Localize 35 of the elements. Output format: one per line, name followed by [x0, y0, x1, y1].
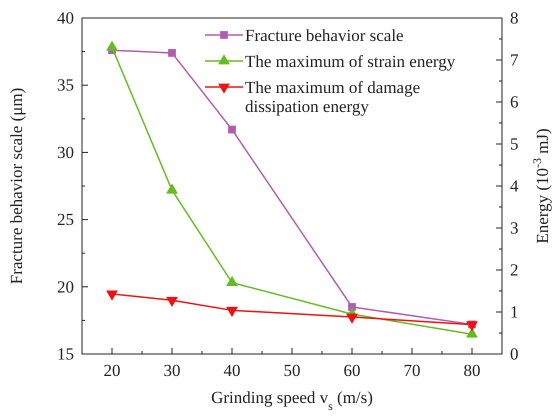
point: [106, 290, 118, 301]
y2-tick-label: 4: [510, 176, 519, 196]
legend-label: The maximum of damage dissipation energy: [245, 78, 420, 116]
x-tick-label: 70: [404, 361, 420, 380]
x-tick-label: 60: [344, 361, 360, 380]
point: [466, 321, 478, 332]
y-tick-label: 40: [57, 8, 74, 28]
y2-tick-label: 3: [510, 218, 518, 238]
y2-tick-label: 6: [510, 92, 518, 112]
y-tick-label: 35: [57, 76, 74, 95]
y2-tick-label: 0: [510, 344, 518, 364]
x-axis-title: Grinding speed v$_{s}$ (m/s): [211, 388, 373, 413]
point: [346, 314, 358, 324]
y2-tick-label: 1: [510, 302, 518, 322]
x-tick-label: 80: [464, 361, 480, 380]
y2-tick-label: 7: [510, 50, 519, 70]
point: [168, 49, 176, 57]
point: [106, 40, 118, 51]
y-tick-label: 15: [57, 344, 74, 364]
x-tick-label: 50: [284, 361, 300, 380]
point: [228, 126, 236, 134]
x-tick-label: 40: [224, 361, 240, 380]
y2-tick-label: 5: [510, 134, 518, 154]
point: [226, 306, 238, 318]
x-tick-label: 20: [104, 361, 120, 380]
y-tick-label: 20: [57, 277, 74, 296]
point: [166, 296, 178, 308]
legend-label: The maximum of strain energy: [245, 52, 456, 71]
y2-tick-label: 8: [510, 8, 518, 28]
legend-label: Fracture behavior scale: [245, 26, 404, 45]
y-tick-label: 30: [57, 142, 74, 162]
y2-tick-label: 2: [510, 260, 518, 280]
y-tick-label: 25: [57, 210, 74, 230]
y-axis-title: Fracture behavior scale (μm): [7, 88, 26, 284]
x-tick-label: 30: [164, 361, 180, 380]
